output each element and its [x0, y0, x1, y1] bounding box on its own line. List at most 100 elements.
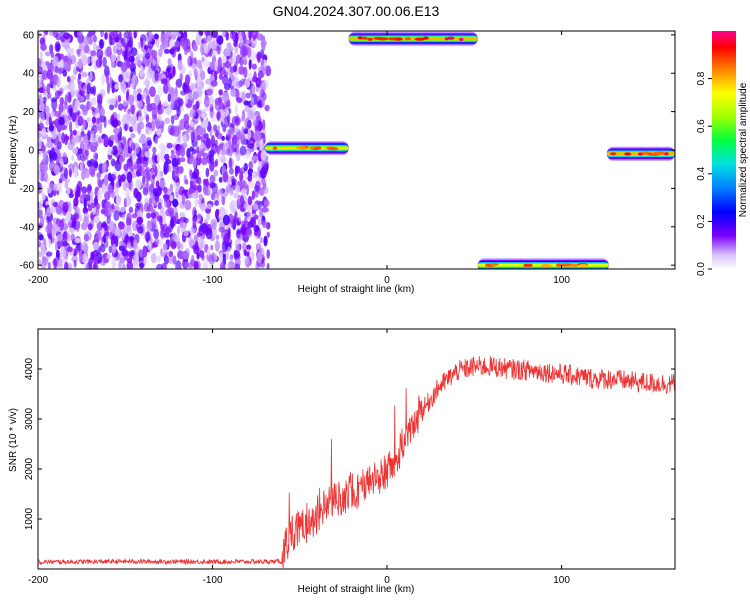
- noise-blob: [244, 216, 248, 222]
- noise-blob: [160, 78, 168, 85]
- noise-blob: [225, 147, 231, 156]
- noise-blob: [38, 58, 42, 68]
- noise-blob: [79, 215, 83, 222]
- noise-blob: [68, 192, 74, 199]
- noise-blob: [247, 109, 254, 120]
- noise-blob: [250, 97, 255, 108]
- noise-blob: [97, 189, 103, 201]
- noise-blob: [222, 31, 226, 37]
- band-0-peak: [296, 146, 308, 150]
- noise-blob: [120, 81, 127, 92]
- noise-blob: [47, 261, 51, 269]
- noise-blob: [222, 172, 229, 183]
- noise-blob: [74, 237, 82, 244]
- noise-blob: [77, 58, 83, 69]
- noise-blob: [177, 59, 183, 71]
- noise-blob: [142, 182, 148, 188]
- noise-blob: [60, 240, 64, 248]
- band-3-peak: [624, 152, 632, 156]
- noise-blob: [69, 107, 73, 118]
- noise-blob: [142, 56, 146, 65]
- noise-blob: [46, 136, 52, 143]
- band-2-peak: [523, 263, 533, 267]
- noise-blob: [198, 126, 205, 137]
- snr-ylabel: SNR (10 * v/v): [8, 408, 19, 472]
- noise-blob: [257, 216, 261, 226]
- noise-blob: [64, 94, 68, 106]
- noise-blob: [90, 50, 97, 57]
- noise-blob: [234, 46, 238, 54]
- noise-blob: [144, 44, 148, 51]
- noise-blob: [130, 47, 138, 57]
- noise-blob: [90, 202, 96, 209]
- noise-blob: [40, 97, 44, 103]
- noise-blob: [125, 109, 131, 121]
- noise-blob: [228, 157, 233, 170]
- noise-blob: [254, 188, 259, 198]
- noise-blob: [266, 262, 270, 269]
- noise-blob: [189, 180, 194, 189]
- noise-blob: [241, 109, 246, 122]
- noise-blob: [175, 260, 182, 269]
- noise-blob: [69, 47, 75, 56]
- noise-blob: [246, 209, 252, 221]
- noise-blob: [158, 48, 163, 57]
- band-1-peak: [414, 37, 426, 41]
- noise-blob: [201, 119, 209, 129]
- noise-blob: [151, 152, 157, 164]
- noise-blob: [172, 125, 180, 137]
- noise-blob: [208, 150, 212, 158]
- noise-blob: [246, 244, 252, 250]
- noise-blob: [119, 156, 123, 165]
- noise-blob: [160, 247, 164, 258]
- x-tick-label: -100: [203, 275, 223, 286]
- noise-blob: [167, 58, 172, 67]
- noise-blob: [38, 132, 41, 139]
- noise-blob: [162, 243, 168, 251]
- noise-blob: [152, 187, 158, 197]
- noise-blob: [122, 99, 128, 107]
- noise-blob: [102, 56, 107, 68]
- noise-blob: [96, 93, 104, 101]
- noise-blob: [206, 223, 212, 235]
- noise-blob: [153, 33, 159, 40]
- x-tick-label: -100: [203, 575, 223, 586]
- noise-blob: [117, 148, 124, 154]
- noise-blob: [176, 226, 181, 235]
- noise-blob: [62, 233, 68, 241]
- noise-blob: [116, 31, 121, 35]
- noise-blob: [234, 184, 240, 194]
- noise-blob: [217, 35, 224, 45]
- noise-blob: [165, 227, 172, 234]
- noise-blob: [192, 184, 199, 191]
- noise-blob: [42, 44, 47, 51]
- noise-blob: [135, 179, 142, 190]
- noise-blob: [53, 164, 61, 175]
- noise-blob: [144, 171, 151, 182]
- noise-blob: [190, 192, 198, 199]
- noise-blob: [159, 180, 166, 189]
- noise-blob: [63, 32, 70, 40]
- noise-blob: [146, 68, 154, 80]
- noise-blob: [245, 39, 252, 45]
- noise-blob: [182, 82, 188, 92]
- noise-blob: [162, 101, 169, 107]
- noise-blob: [61, 254, 68, 263]
- noise-blob: [187, 55, 193, 67]
- y-tick-label: 3000: [24, 407, 35, 430]
- noise-blob: [38, 111, 43, 118]
- noise-blob: [266, 231, 270, 238]
- colorbar-gradient: [712, 31, 736, 269]
- noise-blob: [198, 31, 204, 36]
- noise-blob: [222, 253, 226, 259]
- band-1-peak: [388, 37, 397, 41]
- band-2-peak: [569, 263, 579, 267]
- noise-blob: [67, 141, 74, 151]
- noise-blob: [230, 31, 234, 35]
- noise-blob: [106, 253, 112, 260]
- noise-blob: [84, 149, 89, 157]
- noise-blob: [180, 243, 184, 250]
- noise-blob: [156, 56, 160, 65]
- noise-blob: [229, 46, 234, 52]
- noise-blob: [260, 166, 267, 179]
